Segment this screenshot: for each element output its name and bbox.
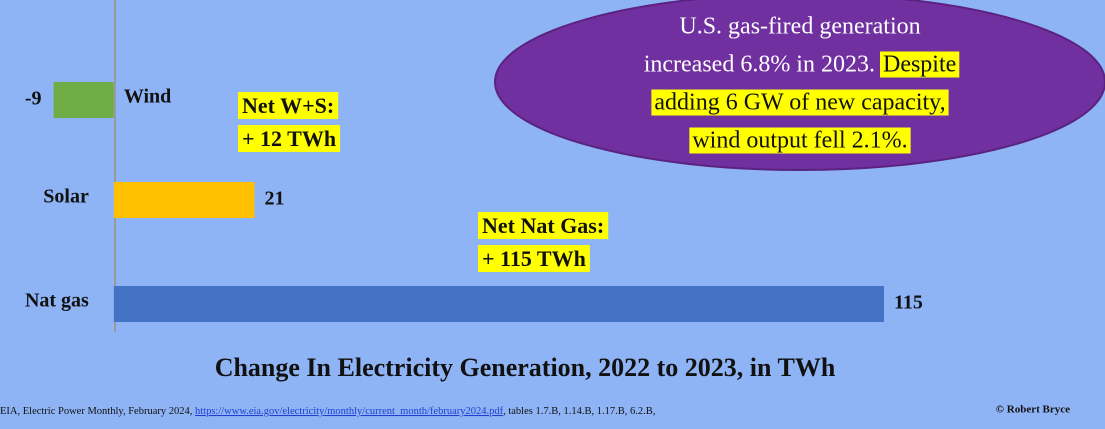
bar: [53, 82, 114, 118]
callout-highlight: [651, 89, 949, 116]
category-label: Solar: [43, 186, 89, 208]
source-note: EIA, Electric Power Monthly, February 20…: [0, 406, 655, 417]
credit: © Robert Bryce: [996, 404, 1070, 416]
source-link[interactable]: https://www.eia.gov/electricity/monthly/…: [195, 406, 504, 417]
value-label: -9: [25, 88, 42, 110]
callout-text: Despite: [883, 52, 956, 78]
callout-text: adding 6 GW of new capacity,: [654, 90, 945, 116]
source-tables: , tables 1.7.B, 1.14.B, 1.17.B, 6.2.B,: [503, 406, 655, 417]
category-label: Nat gas: [25, 290, 89, 312]
callout-ellipse: [494, 0, 1105, 171]
callout-highlight: [879, 51, 960, 78]
callout-highlight: [689, 127, 911, 154]
annotation-text: + 12 TWh: [242, 126, 336, 151]
annotation-highlight: [238, 92, 339, 120]
annotation-highlight: [238, 125, 341, 153]
annotation-highlight: [478, 245, 590, 273]
value-label: 115: [894, 292, 923, 314]
category-label: Wind: [124, 86, 171, 108]
callout-text: increased 6.8% in 2023.: [644, 52, 875, 78]
bar: [113, 182, 255, 218]
bar: [113, 286, 884, 322]
callout-text: U.S. gas-fired generation: [679, 14, 920, 40]
annotation-text: Net W+S:: [242, 93, 334, 118]
source-text: EIA, Electric Power Monthly, February 20…: [0, 406, 192, 417]
annotation-text: Net Nat Gas:: [482, 213, 604, 238]
callout-text: wind output fell 2.1%.: [692, 128, 907, 154]
chart-title: Change In Electricity Generation, 2022 t…: [215, 353, 836, 382]
annotation-text: + 115 TWh: [482, 246, 586, 271]
annotation-highlight: [478, 212, 609, 240]
value-label: 21: [264, 188, 284, 210]
